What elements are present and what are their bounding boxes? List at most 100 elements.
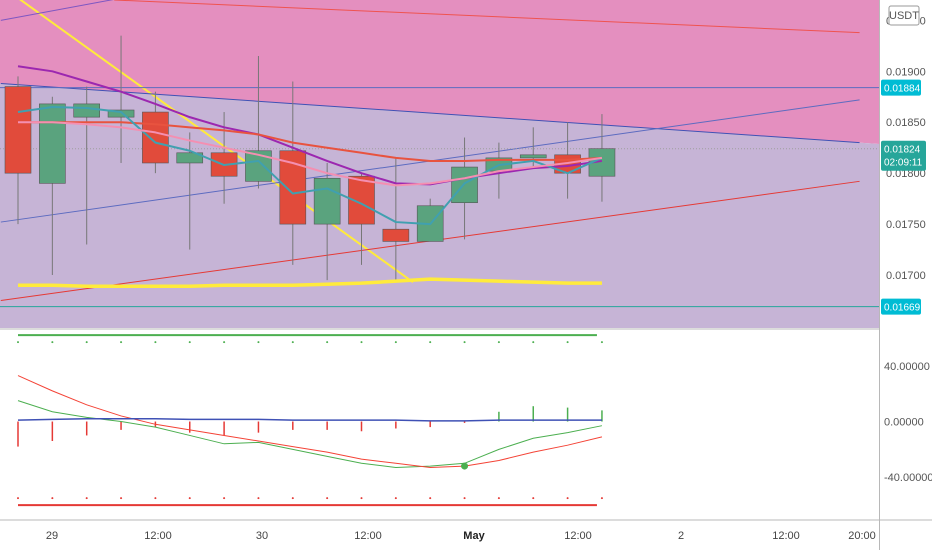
- price-tick: 0.01900: [886, 66, 926, 78]
- lower-level-dot: [257, 497, 260, 500]
- oscillator-tick: 0.00000: [884, 417, 924, 429]
- upper-level-dot: [360, 341, 363, 344]
- price-badge-lower: 0.01669: [881, 298, 921, 315]
- time-tick: 2: [678, 530, 684, 542]
- upper-level-dot: [566, 341, 569, 344]
- lower-level-dot: [223, 497, 226, 500]
- time-tick: 12:00: [354, 530, 382, 542]
- trend-line[interactable]: [114, 0, 860, 34]
- time-tick: 12:00: [564, 530, 592, 542]
- price-pane[interactable]: [0, 0, 879, 328]
- price-tick: 0.01800: [886, 168, 926, 180]
- trend-line[interactable]: [18, 0, 414, 283]
- upper-level-dot: [394, 341, 397, 344]
- upper-level-dot: [257, 341, 260, 344]
- overlay-line: [18, 121, 603, 187]
- price-tick: 0.01700: [886, 270, 926, 282]
- upper-level-dot: [154, 341, 157, 344]
- lower-level-dot: [326, 497, 329, 500]
- price-tick-labels: 0.019500.019000.018500.018000.017500.017…: [886, 15, 926, 282]
- price-tick: 0.01850: [886, 117, 926, 129]
- price-scale[interactable]: 0.019500.019000.018500.018000.017500.017…: [881, 5, 926, 315]
- lower-level-dot: [600, 497, 603, 500]
- lower-level-dot: [429, 497, 432, 500]
- trend-line[interactable]: [0, 0, 138, 21]
- lower-level-dot: [532, 497, 535, 500]
- candle-down: [142, 111, 169, 164]
- oscillator-histogram: [17, 406, 603, 447]
- overlay-line: [17, 105, 603, 226]
- overlay-line: [18, 121, 603, 162]
- upper-level-dot: [120, 341, 123, 344]
- oscillator-level-markers: [17, 334, 603, 507]
- crossover-dot: [461, 462, 469, 470]
- upper-level-dot: [326, 341, 329, 344]
- lower-level-dot: [291, 497, 294, 500]
- upper-level-dot: [51, 341, 54, 344]
- upper-level-dot: [291, 341, 294, 344]
- candle-down: [382, 228, 410, 242]
- lower-level-dot: [17, 497, 19, 500]
- last-price: 0.01824: [884, 145, 921, 156]
- lower-level-dot: [360, 497, 363, 500]
- upper-level-dot: [223, 341, 226, 344]
- candle-up: [39, 103, 66, 184]
- price-badge-upper: 0.01884: [881, 79, 921, 96]
- time-tick: 20:00: [848, 530, 876, 542]
- candle-up: [588, 148, 616, 177]
- oscillator-line: [17, 400, 603, 468]
- lower-level-dot: [51, 497, 54, 500]
- upper-line-price: 0.01884: [884, 84, 921, 95]
- time-axis[interactable]: 29 12:00 30 12:00 May 12:00 2 12:00 20:00: [46, 530, 876, 542]
- time-tick: 12:00: [144, 530, 172, 542]
- overlay-line: [17, 65, 603, 186]
- candle-up: [107, 109, 135, 118]
- lower-level-dot: [120, 497, 123, 500]
- time-tick: 29: [46, 530, 58, 542]
- lower-level-dot: [154, 497, 157, 500]
- time-tick: 12:00: [772, 530, 800, 542]
- currency-label: USDT: [889, 10, 919, 22]
- oscillator-line: [17, 417, 602, 422]
- upper-level-dot: [85, 341, 88, 344]
- upper-level-dot: [17, 341, 19, 344]
- upper-resistance-zone: [0, 0, 879, 144]
- trend-line[interactable]: [0, 83, 860, 144]
- oscillator-lines: [17, 375, 603, 470]
- candle-up: [73, 103, 100, 118]
- upper-level-dot: [463, 341, 466, 344]
- lower-level-dot: [566, 497, 569, 500]
- lower-level-dot: [497, 497, 500, 500]
- lower-level-dot: [463, 497, 466, 500]
- lower-level-dot: [188, 497, 191, 500]
- candle-down: [4, 86, 32, 174]
- upper-level-dot: [600, 341, 603, 344]
- oscillator-tick: -40.00000: [884, 472, 932, 484]
- bar-countdown: 02:09:11: [884, 158, 923, 169]
- candle-up: [245, 150, 272, 182]
- candle-up: [176, 152, 204, 164]
- currency-badge: USDT: [888, 5, 920, 26]
- upper-level-dot: [497, 341, 500, 344]
- upper-level-dot: [532, 341, 535, 344]
- oscillator-tick: 40.00000: [884, 361, 930, 373]
- moving-average-overlays: [17, 65, 603, 288]
- oscillator-line: [17, 375, 603, 468]
- price-tick: 0.01750: [886, 219, 926, 231]
- candle-up: [519, 154, 547, 159]
- horizontal-price-lines: [0, 87, 879, 308]
- upper-level-dot: [188, 341, 191, 344]
- time-tick: May: [463, 530, 485, 542]
- upper-level-dot: [429, 341, 432, 344]
- lower-level-dot: [85, 497, 88, 500]
- candlesticks: [4, 35, 616, 283]
- lower-line-price: 0.01669: [884, 303, 921, 314]
- overlay-line: [18, 277, 602, 288]
- lower-level-dot: [394, 497, 397, 500]
- time-tick: 30: [256, 530, 268, 542]
- oscillator-scale[interactable]: 40.00000 0.00000 -40.00000: [884, 361, 932, 484]
- price-badge-last: 0.01824 02:09:11: [881, 140, 926, 171]
- candle-up: [313, 177, 341, 225]
- oscillator-pane[interactable]: [17, 334, 603, 507]
